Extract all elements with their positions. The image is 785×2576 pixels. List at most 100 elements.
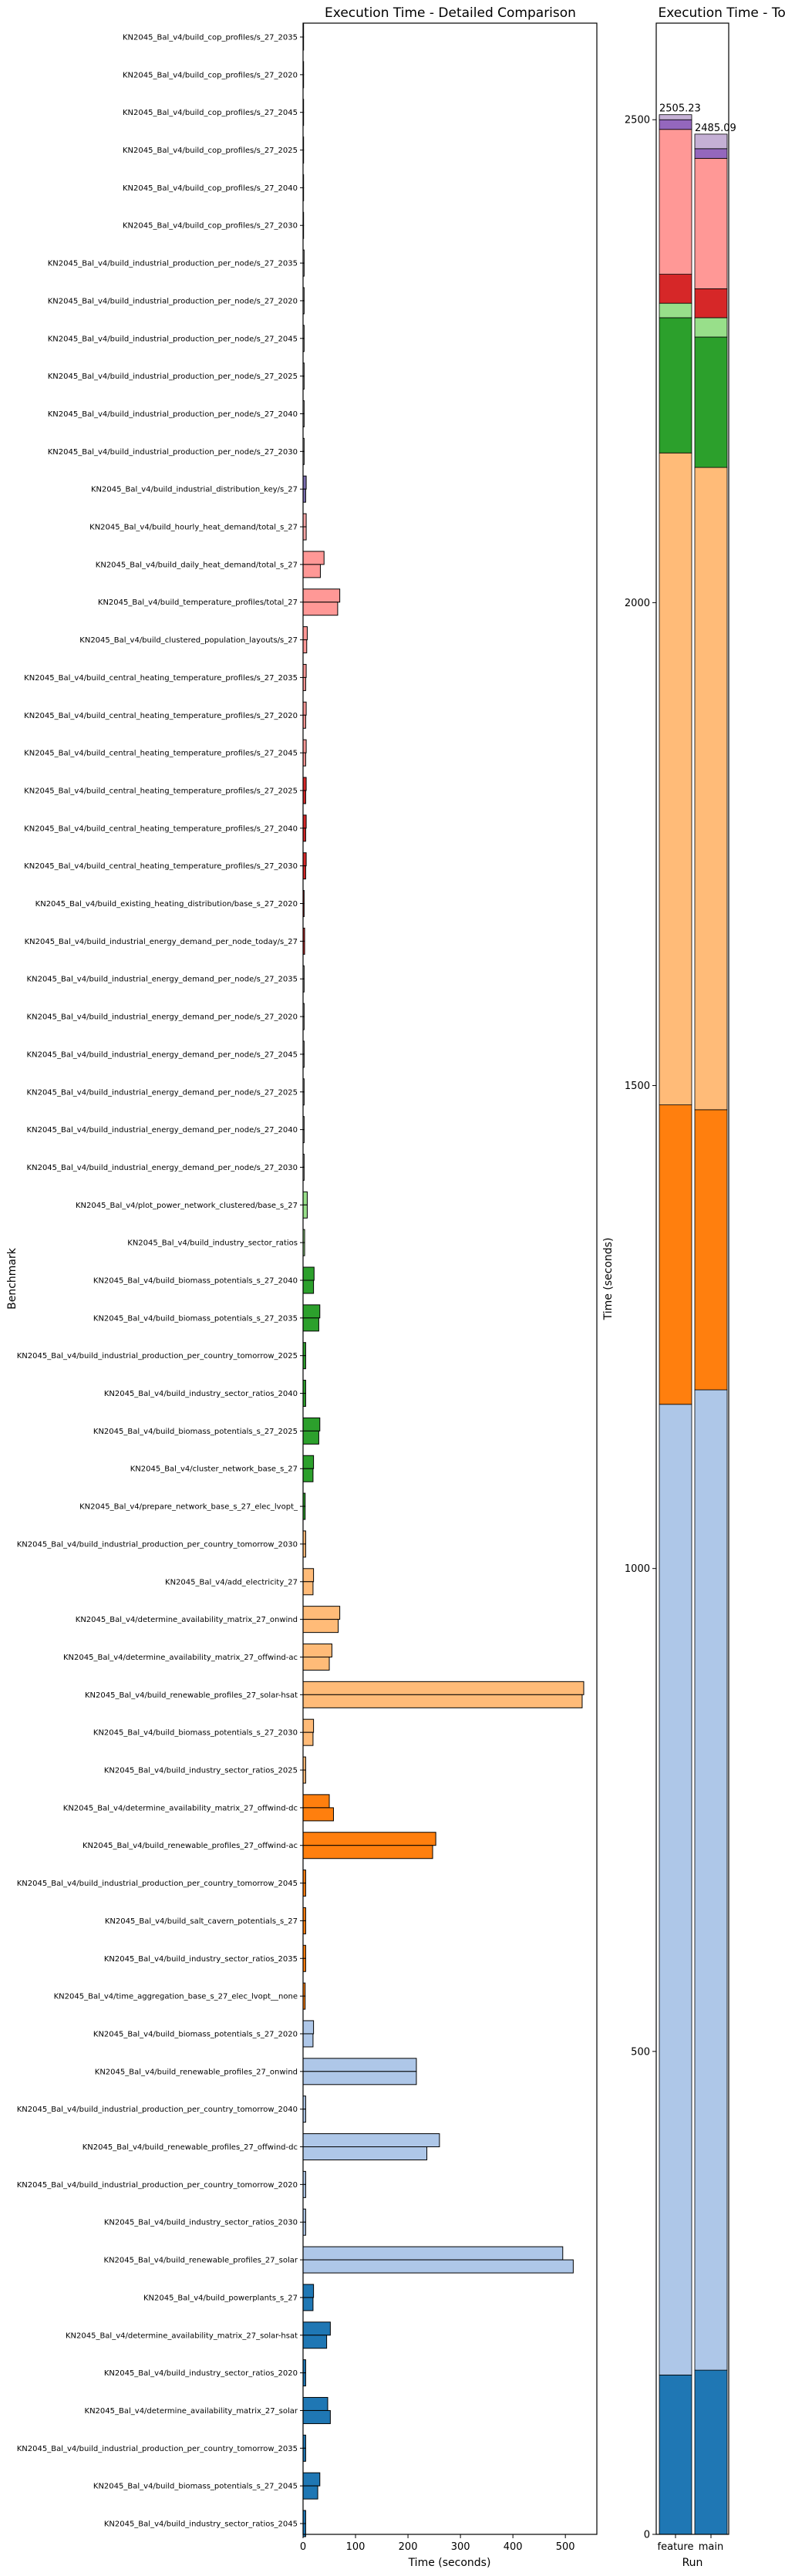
right-plot-frame [655,22,729,2535]
ytick-label: KN2045_Bal_v4/build_biomass_potentials_s… [93,1428,298,1436]
ytick-label: KN2045_Bal_v4/determine_availability_mat… [66,2332,298,2340]
ytick-label: KN2045_Bal_v4/build_industrial_productio… [48,373,298,381]
stack-segment-feature [659,114,692,120]
left-bars [302,23,585,2537]
right-chart-title: Execution Time - Total [658,5,785,21]
bar-feature [302,1417,321,1431]
ytick-label: 500 [631,2046,650,2058]
bar-feature [302,701,307,716]
ytick-label: KN2045_Bal_v4/build_central_heating_temp… [24,750,298,758]
ytick-label: KN2045_Bal_v4/plot_power_network_cluster… [76,1202,298,1210]
ytick-label: KN2045_Bal_v4/build_industrial_productio… [17,2445,298,2453]
xtick-label: 0 [300,2541,306,2553]
ytick-label: 2000 [625,598,650,609]
stack-segment-main [694,157,728,289]
bar-feature [302,2133,440,2148]
ytick-label: KN2045_Bal_v4/build_industry_sector_rati… [104,1955,298,1964]
ytick-label: KN2045_Bal_v4/cluster_network_base_s_27 [130,1465,298,1474]
bar-main [302,1694,583,1708]
ytick-label: KN2045_Bal_v4/build_existing_heating_dis… [35,900,298,909]
xtick-label: 500 [556,2541,575,2553]
bar-main [302,2259,574,2274]
stack-segment-feature [659,274,692,304]
ytick-label: KN2045_Bal_v4/build_renewable_profiles_2… [85,1691,298,1700]
stack-segment-feature [659,317,692,453]
right-xticks: feature main [658,2534,723,2553]
bar-feature [302,1304,321,1319]
bar-feature [302,1568,315,1583]
ytick-label: KN2045_Bal_v4/build_industry_sector_rati… [104,1767,298,1775]
ytick-label: KN2045_Bal_v4/build_daily_heat_demand/to… [96,561,298,569]
bar-feature [302,852,307,867]
ytick-label: KN2045_Bal_v4/time_aggregation_base_s_27… [54,1993,298,2001]
bar-feature [302,2396,328,2411]
ytick-label: KN2045_Bal_v4/build_industry_sector_rati… [104,2520,298,2529]
ytick-label: KN2045_Bal_v4/determine_availability_mat… [85,2407,298,2416]
right-yticks: 0 500 1000 1500 2000 2500 [625,115,656,2541]
stack-segment-main [694,336,728,468]
bar-feature [302,1606,341,1620]
bar-feature [302,1794,330,1809]
bar-feature [302,739,307,754]
ytick-label: KN2045_Bal_v4/build_industrial_energy_de… [27,1088,298,1097]
ytick-label: KN2045_Bal_v4/build_industrial_energy_de… [27,976,298,984]
ytick-label: 1000 [625,1563,650,1575]
stack-segment-feature [659,119,692,130]
bar-feature [302,777,307,791]
bar-feature [302,588,341,603]
bar-main [302,2409,331,2424]
ytick-label: KN2045_Bal_v4/build_industrial_energy_de… [27,1013,298,1022]
ytick-label: KN2045_Bal_v4/build_renewable_profiles_2… [83,2143,298,2152]
bar-feature [302,1832,436,1846]
bar-feature [302,475,307,490]
stack-segment-main [694,2369,728,2535]
stack-segment-feature [659,129,692,275]
ytick-label: KN2045_Bal_v4/build_industrial_productio… [48,260,298,268]
bar-feature [302,1718,315,1733]
stack-segment-feature [659,2374,692,2535]
ytick-label: KN2045_Bal_v4/build_powerplants_s_27 [143,2294,298,2302]
bar-feature [302,814,307,829]
ytick-label: KN2045_Bal_v4/build_cop_profiles/s_27_20… [123,71,298,79]
ytick-label: KN2045_Bal_v4/build_renewable_profiles_2… [104,2257,298,2265]
ytick-label: KN2045_Bal_v4/build_biomass_potentials_s… [93,1277,298,1286]
ytick-label: KN2045_Bal_v4/build_industrial_productio… [17,2181,298,2190]
ytick-label: KN2045_Bal_v4/build_industrial_productio… [48,410,298,419]
ytick-label: KN2045_Bal_v4/build_industrial_energy_de… [27,1126,298,1135]
total-label-main: 2485.09 [695,123,736,134]
stack-segment-main [694,148,728,159]
bar-main [302,1430,319,1445]
ytick-label: KN2045_Bal_v4/build_biomass_potentials_s… [93,1314,298,1323]
stack-segment-main [694,288,728,319]
ytick-label: KN2045_Bal_v4/build_central_heating_temp… [24,862,298,871]
bar-main [302,2335,328,2349]
ytick-label: KN2045_Bal_v4/build_central_heating_temp… [24,712,298,720]
stack-segment-feature [659,1404,692,2375]
right-bars [659,114,728,2535]
ytick-label: KN2045_Bal_v4/build_salt_cavern_potentia… [105,1917,298,1926]
ytick-label: KN2045_Bal_v4/build_hourly_heat_demand/t… [89,524,298,532]
xtick-label: 200 [399,2541,418,2553]
bar-feature [302,2284,315,2298]
ytick-label: KN2045_Bal_v4/build_biomass_potentials_s… [93,2483,298,2491]
ytick-label: KN2045_Bal_v4/build_central_heating_temp… [24,674,298,683]
bar-main [302,526,307,541]
ytick-label: KN2045_Bal_v4/determine_availability_mat… [63,1804,298,1812]
bar-feature [302,2020,315,2035]
ytick-label: KN2045_Bal_v4/build_industrial_productio… [48,335,298,343]
bar-main [302,564,321,578]
bar-feature [302,551,325,565]
stack-segment-feature [659,302,692,319]
bar-main [302,639,308,654]
bar-main [302,1656,330,1671]
ytick-label: KN2045_Bal_v4/build_industrial_energy_de… [25,938,298,946]
ytick-label: KN2045_Bal_v4/build_cop_profiles/s_27_20… [123,109,298,117]
ytick-label: KN2045_Bal_v4/build_industrial_energy_de… [27,1164,298,1172]
ytick-label: KN2045_Bal_v4/build_renewable_profiles_2… [95,2068,298,2076]
xtick-label: 400 [504,2541,523,2553]
bar-feature [302,1681,585,1695]
bar-main [302,1280,315,1294]
bar-main [302,1807,334,1822]
bar-feature [302,626,308,641]
